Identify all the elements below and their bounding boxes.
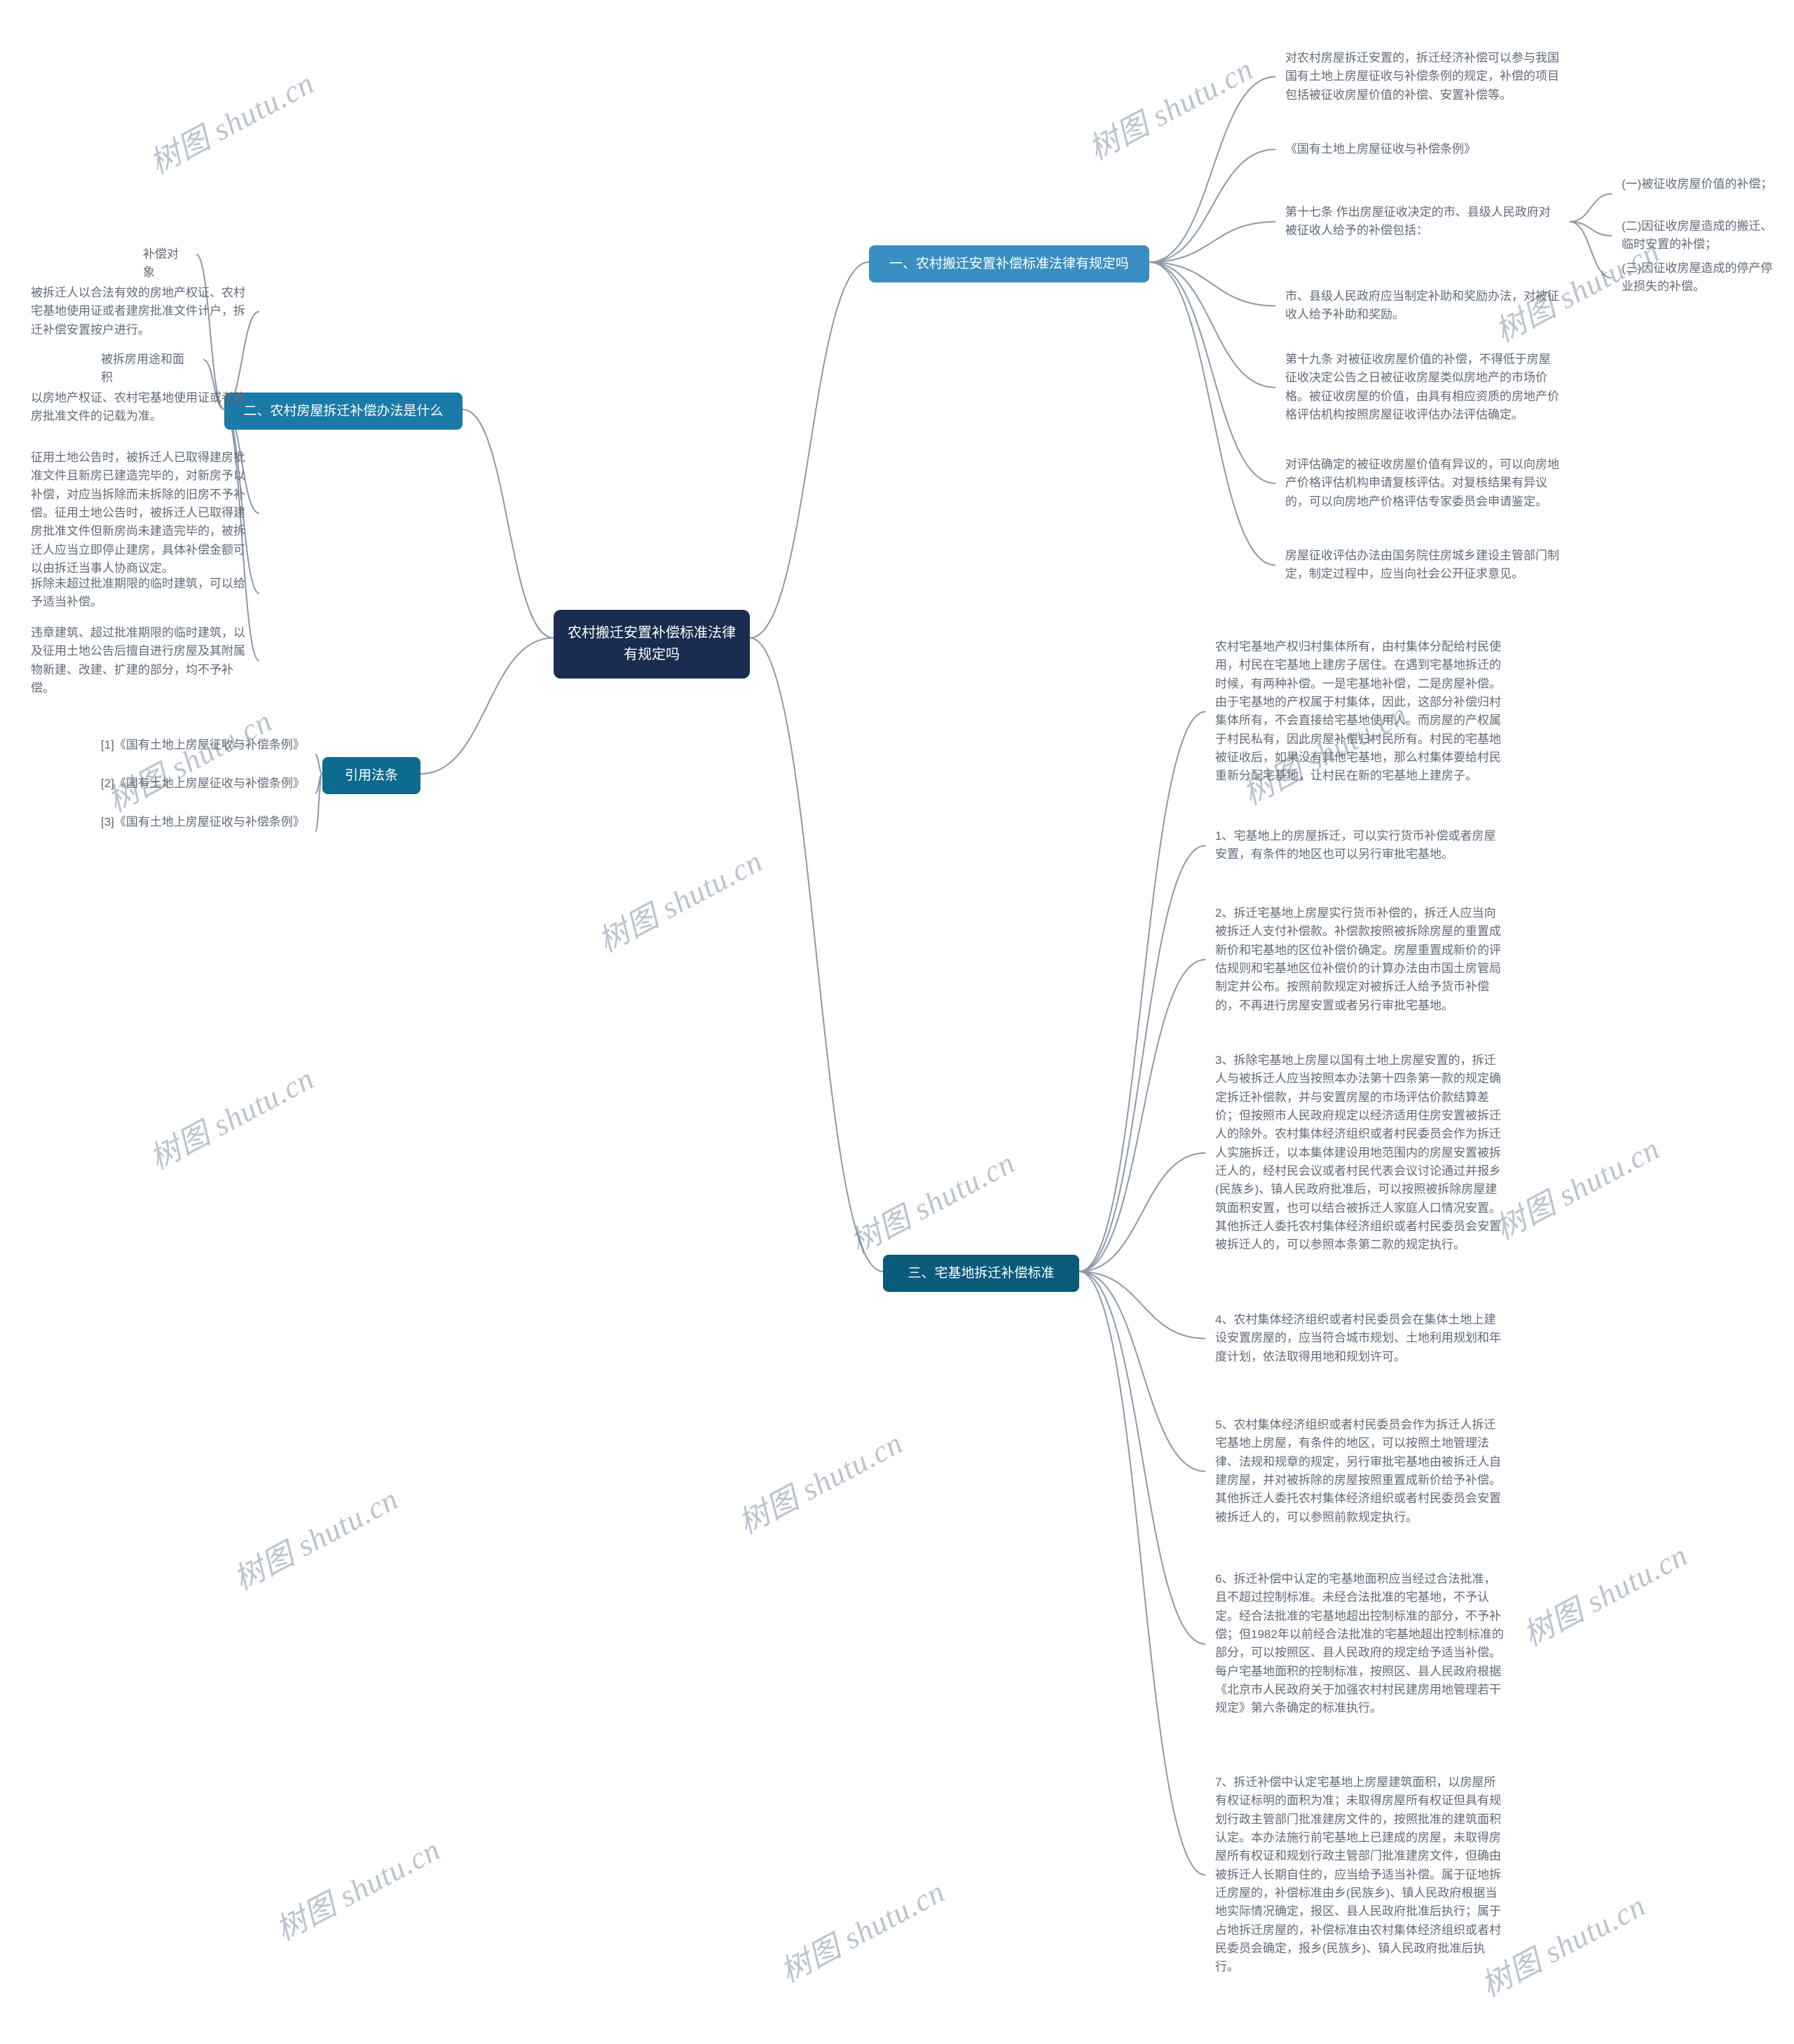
branch-node: 一、农村搬迁安置补偿标准法律有规定吗 — [869, 245, 1149, 282]
watermark: 树图 shutu.cn — [140, 58, 321, 183]
leaf-node: 3、拆除宅基地上房屋以国有土地上房屋安置的，拆迁人与被拆迁人应当按照本办法第十四… — [1205, 1044, 1514, 1262]
watermark: 树图 shutu.cn — [771, 1867, 952, 1991]
leaf-node: 6、拆迁补偿中认定的宅基地面积应当经过合法批准，且不超过控制标准。未经合法批准的… — [1205, 1563, 1514, 1725]
leaf-node: 1、宅基地上的房屋拆迁，可以实行货币补偿或者房屋安置，有条件的地区也可以另行审批… — [1205, 820, 1514, 871]
leaf-node: 征用土地公告时，被拆迁人已取得建房批准文件且新房已建造完毕的，对新房予以补偿，对… — [21, 442, 259, 585]
watermark: 树图 shutu.cn — [140, 1054, 321, 1178]
leaf-node: 7、拆迁补偿中认定宅基地上房屋建筑面积，以房屋所有权证标明的面积为准；未取得房屋… — [1205, 1766, 1514, 1984]
leaf-node: 房屋征收评估办法由国务院住房城乡建设主管部门制定，制定过程中，应当向社会公开征求… — [1275, 540, 1570, 591]
root-node: 农村搬迁安置补偿标准法律有规定吗 — [554, 610, 750, 679]
watermark: 树图 shutu.cn — [1514, 1530, 1694, 1655]
branch-node: 三、宅基地拆迁补偿标准 — [883, 1255, 1079, 1292]
leaf-node: 5、农村集体经济组织或者村民委员会作为拆迁人拆迁宅基地上房屋，有条件的地区，可以… — [1205, 1409, 1514, 1534]
watermark: 树图 shutu.cn — [224, 1474, 405, 1599]
watermark: 树图 shutu.cn — [729, 1418, 910, 1543]
leaf-node: (一)被征收房屋价值的补偿； — [1612, 168, 1787, 200]
watermark: 树图 shutu.cn — [266, 1825, 447, 1949]
leaf-node: 4、农村集体经济组织或者村民委员会在集体土地上建设安置房屋的，应当符合城市规划、… — [1205, 1304, 1514, 1373]
leaf-node: 违章建筑、超过批准期限的临时建筑，以及征用土地公告后擅自进行房屋及其附属物新建、… — [21, 617, 259, 704]
branch-node: 二、农村房屋拆迁补偿办法是什么 — [224, 393, 463, 430]
leaf-node: 市、县级人民政府应当制定补助和奖励办法，对被征收人给予补助和奖励。 — [1275, 280, 1570, 332]
watermark: 树图 shutu.cn — [1079, 44, 1260, 169]
leaf-node: [2]《国有土地上房屋征收与补偿条例》 — [91, 768, 315, 800]
leaf-node: [3]《国有土地上房屋征收与补偿条例》 — [91, 806, 315, 838]
leaf-node: 2、拆迁宅基地上房屋实行货币补偿的，拆迁人应当向被拆迁人支付补偿款。补偿款按照被… — [1205, 897, 1514, 1022]
leaf-node: 《国有土地上房屋征收与补偿条例》 — [1275, 133, 1570, 165]
branch-node: 引用法条 — [322, 757, 420, 794]
leaf-node: 拆除未超过批准期限的临时建筑，可以给予适当补偿。 — [21, 568, 259, 619]
leaf-node: (三)因征收房屋造成的停产停业损失的补偿。 — [1612, 252, 1787, 304]
leaf-node: 农村宅基地产权归村集体所有，由村集体分配给村民使用，村民在宅基地上建房子居住。在… — [1205, 631, 1514, 793]
leaf-node: 第十九条 对被征收房屋价值的补偿，不得低于房屋征收决定公告之日被征收房屋类似房地… — [1275, 343, 1570, 431]
watermark: 树图 shutu.cn — [589, 836, 769, 961]
watermark: 树图 shutu.cn — [841, 1138, 1022, 1262]
leaf-node: [1]《国有土地上房屋征收与补偿条例》 — [91, 729, 315, 761]
leaf-node: 以房地产权证、农村宅基地使用证或者建房批准文件的记载为准。 — [21, 382, 259, 433]
leaf-node: 被拆迁人以合法有效的房地产权证、农村宅基地使用证或者建房批准文件计户，拆迁补偿安… — [21, 277, 259, 346]
leaf-node: 对评估确定的被征收房屋价值有异议的，可以向房地产价格评估机构申请复核评估。对复核… — [1275, 449, 1570, 518]
leaf-node: 对农村房屋拆迁安置的，拆迁经济补偿可以参与我国国有土地上房屋征收与补偿条例的规定… — [1275, 42, 1570, 111]
leaf-node: 第十七条 作出房屋征收决定的市、县级人民政府对被征收人给予的补偿包括： — [1275, 196, 1570, 247]
